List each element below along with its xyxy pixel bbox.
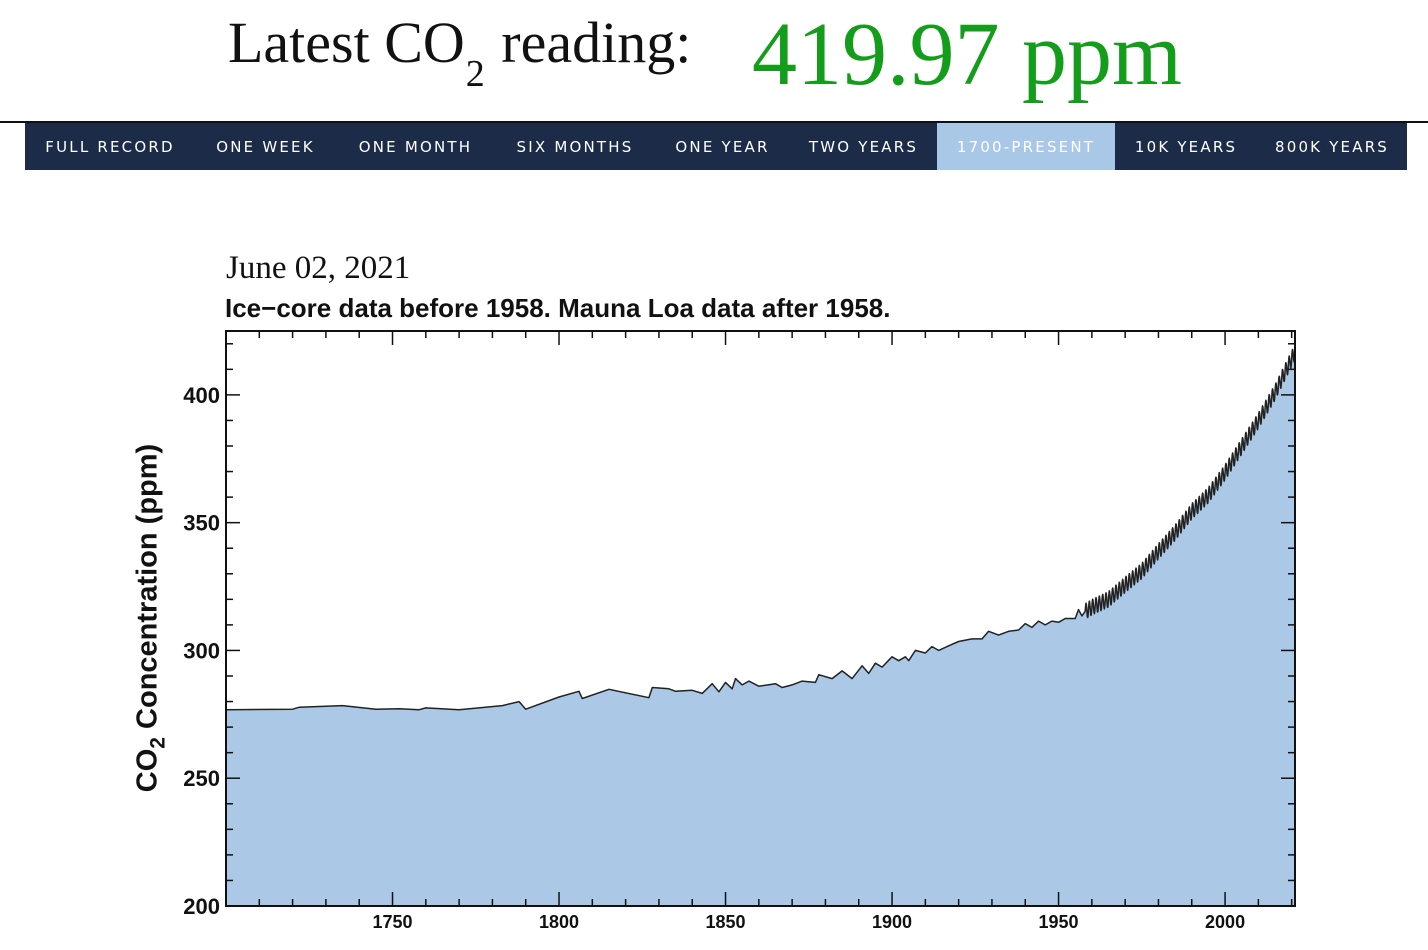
x-tick-label: 1850 — [706, 912, 746, 932]
label-prefix: Latest CO — [228, 10, 465, 75]
tab-1700-present[interactable]: 1700-PRESENT — [937, 123, 1115, 170]
x-tick-label: 1950 — [1039, 912, 1079, 932]
tab-six-months[interactable]: SIX MONTHS — [516, 137, 634, 156]
chart-subtitle: Ice−core data before 1958. Mauna Loa dat… — [225, 293, 891, 323]
latest-reading-banner: Latest CO2 reading: 419.97 ppm — [0, 0, 1428, 120]
latest-reading-value: 419.97 ppm — [752, 5, 1183, 104]
y-tick-label: 350 — [183, 511, 220, 536]
y-tick-label: 250 — [183, 766, 220, 791]
tab-800k-years[interactable]: 800K YEARS — [1274, 137, 1390, 156]
y-tick-label: 300 — [183, 638, 220, 663]
x-tick-label: 1750 — [372, 912, 412, 932]
co2-area-fill — [226, 349, 1295, 906]
label-suffix: reading: — [486, 10, 692, 75]
header-divider — [0, 121, 1428, 123]
tab-two-years[interactable]: TWO YEARS — [808, 137, 919, 156]
latest-reading-label: Latest CO2 reading: — [228, 14, 691, 94]
x-tick-label: 2000 — [1205, 912, 1245, 932]
tab-one-year[interactable]: ONE YEAR — [675, 137, 770, 156]
x-tick-label: 1800 — [539, 912, 579, 932]
chart-date: June 02, 2021 — [226, 250, 411, 286]
time-range-nav: FULL RECORD ONE WEEK ONE MONTH SIX MONTHS ON… — [25, 123, 1407, 170]
plot-frame — [225, 330, 1296, 907]
tab-full-record[interactable]: FULL RECORD — [45, 137, 175, 156]
label-subscript: 2 — [465, 53, 485, 95]
tab-one-month[interactable]: ONE MONTH — [358, 137, 473, 156]
y-tick-label: 400 — [183, 383, 220, 408]
co2-series-line — [225, 348, 1296, 711]
x-tick-label: 1900 — [872, 912, 912, 932]
tab-10k-years[interactable]: 10K YEARS — [1134, 137, 1238, 156]
tab-one-week[interactable]: ONE WEEK — [216, 137, 315, 156]
y-tick-label: 200 — [183, 894, 220, 919]
